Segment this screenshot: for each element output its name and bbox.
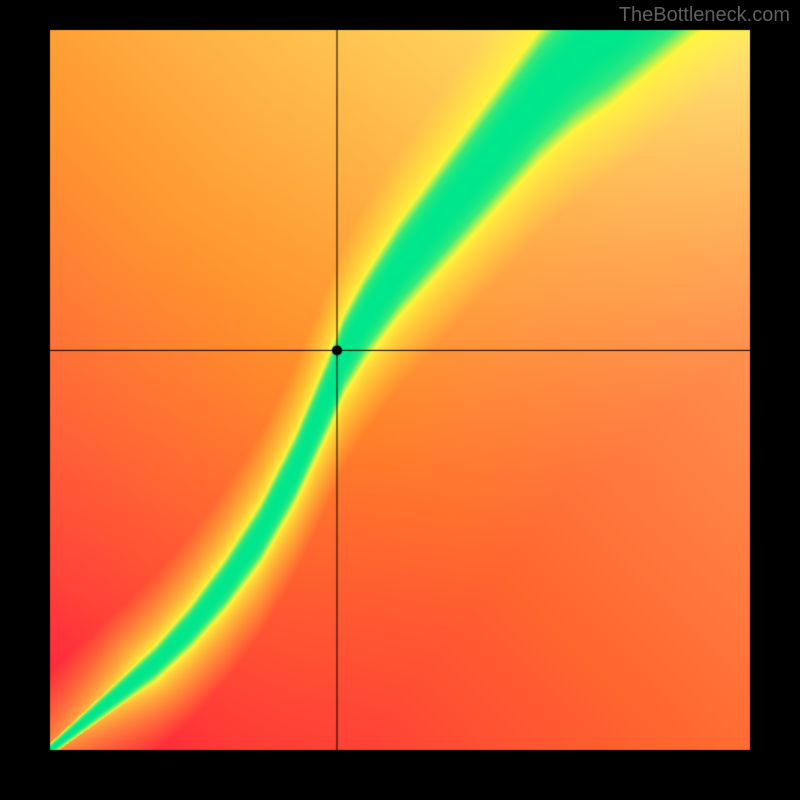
attribution-text: TheBottleneck.com — [619, 4, 790, 27]
heatmap-canvas — [0, 0, 800, 800]
chart-container: TheBottleneck.com — [0, 0, 800, 800]
